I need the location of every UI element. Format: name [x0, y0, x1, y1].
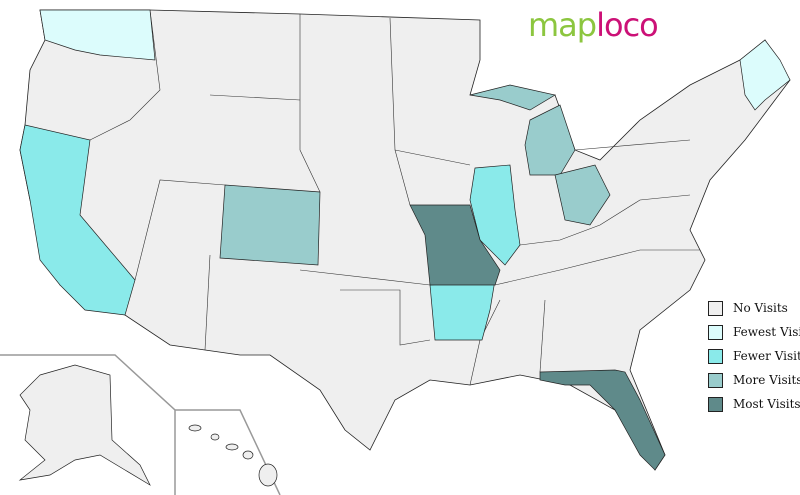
state-colorado[interactable] — [219, 184, 321, 266]
state-florida[interactable] — [539, 369, 666, 471]
state-missouri[interactable] — [409, 204, 501, 286]
legend-swatch — [708, 324, 723, 340]
legend-item-fewer-visits: Fewer Visits — [708, 344, 800, 368]
legend-label: No Visits — [733, 301, 788, 315]
state-michigan-upper[interactable] — [469, 84, 556, 111]
maploco-logo: maploco — [528, 6, 659, 44]
state-maine[interactable] — [739, 39, 791, 111]
state-alaska[interactable] — [18, 364, 151, 486]
legend-label: Fewest Visits — [733, 325, 800, 339]
legend-item-no-visits: No Visits — [708, 296, 800, 320]
state-washington[interactable] — [39, 9, 156, 61]
state-ohio[interactable] — [554, 164, 611, 226]
state-illinois[interactable] — [469, 164, 521, 266]
state-california[interactable] — [19, 124, 136, 316]
legend-label: More Visits — [733, 373, 800, 387]
legend-swatch — [708, 300, 723, 316]
legend-swatch — [708, 348, 723, 364]
legend-item-more-visits: More Visits — [708, 368, 800, 392]
legend-swatch — [708, 396, 723, 412]
legend-label: Fewer Visits — [733, 349, 800, 363]
legend-label: Most Visits — [733, 397, 800, 411]
legend-item-most-visits: Most Visits — [708, 392, 800, 416]
legend-item-fewest-visits: Fewest Visits — [708, 320, 800, 344]
lower-48-outline — [19, 9, 791, 471]
state-hawaii[interactable] — [188, 424, 278, 487]
legend: No Visits Fewest Visits Fewer Visits Mor… — [708, 296, 800, 416]
logo-part-map: map — [528, 6, 597, 44]
legend-swatch — [708, 372, 723, 388]
visited-states — [19, 9, 791, 471]
logo-part-loco: loco — [596, 6, 659, 44]
